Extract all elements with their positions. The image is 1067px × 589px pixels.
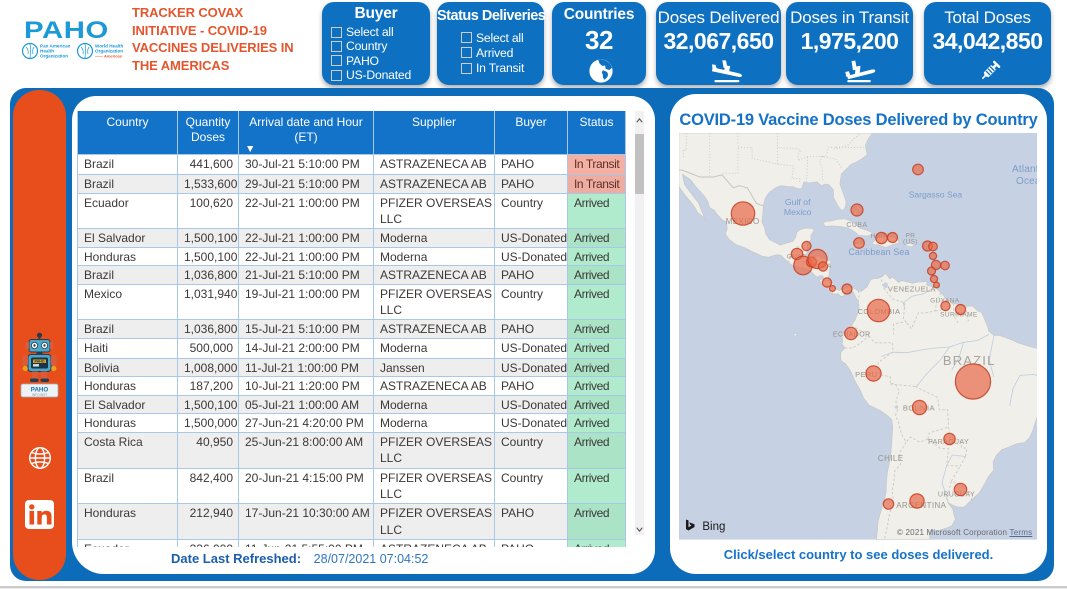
svg-text:—— Americas: —— Americas <box>95 54 123 59</box>
svg-text:Gulf of: Gulf of <box>785 197 811 207</box>
svg-text:Atlantic: Atlantic <box>1012 164 1037 175</box>
svg-text:Organization: Organization <box>40 54 68 59</box>
svg-text:Ocean: Ocean <box>1016 176 1037 187</box>
svg-text:PR: PR <box>906 232 916 239</box>
svg-text:GUYANA: GUYANA <box>930 297 960 304</box>
svg-text:(US): (US) <box>903 238 918 245</box>
svg-text:World Health: World Health <box>95 44 123 49</box>
svg-text:PAHO: PAHO <box>31 387 49 394</box>
svg-text:Mexico: Mexico <box>784 207 812 217</box>
svg-text:BRAZIL: BRAZIL <box>943 353 996 368</box>
svg-text:PAHO: PAHO <box>34 360 44 364</box>
svg-text:VENEZUELA: VENEZUELA <box>888 284 936 293</box>
svg-text:Health: Health <box>40 49 54 54</box>
svg-text:Organization: Organization <box>95 49 123 54</box>
svg-text:URUGUAY: URUGUAY <box>938 491 975 498</box>
svg-text:Pan American: Pan American <box>40 44 71 49</box>
svg-text:SURINAME: SURINAME <box>940 311 978 318</box>
svg-text:Caribbean Sea: Caribbean Sea <box>848 247 909 257</box>
svg-text:CUBA: CUBA <box>846 222 867 229</box>
svg-text:CHILE: CHILE <box>878 454 904 463</box>
svg-text:INFO BOT: INFO BOT <box>32 393 47 397</box>
svg-text:Sargasso Sea: Sargasso Sea <box>909 190 963 200</box>
